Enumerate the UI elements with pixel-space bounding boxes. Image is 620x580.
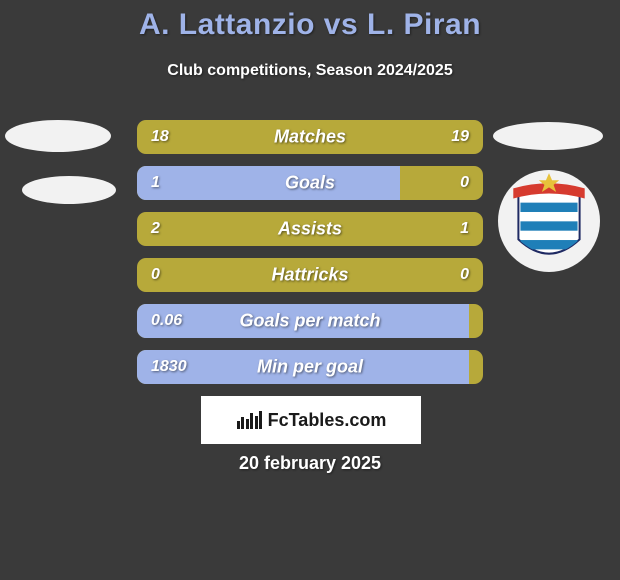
stat-value-left: 0.06 (151, 312, 182, 330)
stat-row: Goals per match 0.06 (137, 304, 483, 338)
stat-value-right: 0 (460, 174, 469, 192)
bar-chart-icon (236, 410, 262, 430)
left-logo-placeholder-upper (5, 120, 111, 152)
stat-value-left: 0 (151, 266, 160, 284)
brand-attribution: FcTables.com (201, 396, 421, 444)
stat-label: Goals per match (239, 311, 380, 332)
stat-label: Min per goal (257, 357, 363, 378)
page-title: A. Lattanzio vs L. Piran (0, 8, 620, 42)
stat-value-right: 1 (460, 220, 469, 238)
brand-text: FcTables.com (268, 410, 387, 431)
comparison-bars: Matches1819Goals10Assists21Hattricks00Go… (137, 120, 483, 396)
stat-label: Hattricks (271, 265, 348, 286)
stat-value-right: 19 (451, 128, 469, 146)
stat-row: Goals 1 0 (137, 166, 483, 200)
stat-value-left: 1830 (151, 358, 187, 376)
stat-value-right: 0 (460, 266, 469, 284)
stat-bar-left (137, 166, 400, 200)
left-logo-placeholder-lower (22, 176, 116, 204)
stat-row: Assists 2 1 (137, 212, 483, 246)
right-logo-placeholder-upper (493, 122, 603, 150)
stat-value-left: 2 (151, 220, 160, 238)
stat-row: Matches 18 19 (137, 120, 483, 154)
footer-date: 20 february 2025 (0, 453, 620, 474)
subtitle: Club competitions, Season 2024/2025 (0, 62, 620, 80)
stat-value-left: 18 (151, 128, 169, 146)
stat-value-left: 1 (151, 174, 160, 192)
right-club-badge (498, 170, 600, 272)
stat-row: Min per goal 1830 (137, 350, 483, 384)
stat-label: Assists (278, 219, 342, 240)
stat-row: Hattricks 0 0 (137, 258, 483, 292)
stat-label: Goals (285, 173, 335, 194)
stat-label: Matches (274, 127, 346, 148)
